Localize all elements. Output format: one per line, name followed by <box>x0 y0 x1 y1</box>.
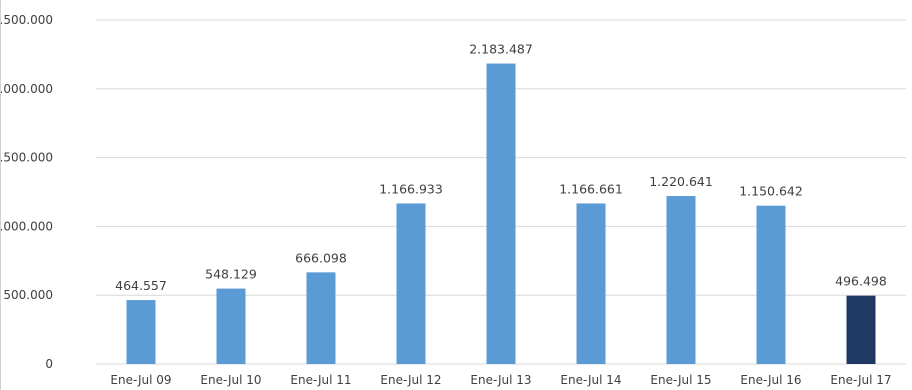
x-tick-label: Ene-Jul 09 <box>110 373 171 387</box>
data-label: 496.498 <box>835 274 887 289</box>
bar <box>306 272 336 364</box>
x-tick-label: Ene-Jul 11 <box>290 373 351 387</box>
x-tick-label: Ene-Jul 17 <box>830 373 891 387</box>
bar <box>396 203 426 364</box>
y-tick-label: 2.500.000 <box>1 13 53 27</box>
data-label: 1.166.661 <box>559 181 623 196</box>
data-label: 548.129 <box>205 267 257 282</box>
data-label: 1.150.642 <box>739 184 803 199</box>
data-labels: 464.557 548.129 666.098 1.166.933 2.183.487 1… <box>115 42 887 294</box>
x-tick-label: Ene-Jul 14 <box>560 373 621 387</box>
y-tick-label: 1.000.000 <box>1 219 53 233</box>
bar <box>486 63 516 365</box>
bar <box>576 203 606 364</box>
bar <box>846 295 876 364</box>
y-axis-ticks: 0 500.000 1.000.000 1.500.000 2.000.000 2.500… <box>0 13 53 371</box>
data-label: 1.220.641 <box>649 174 713 189</box>
data-label: 2.183.487 <box>469 42 533 57</box>
x-tick-label: Ene-Jul 13 <box>470 373 531 387</box>
data-label: 666.098 <box>295 250 347 265</box>
x-axis-ticks: Ene-Jul 09 Ene-Jul 10 Ene-Jul 11 Ene-Jul 12… <box>110 373 891 387</box>
x-tick-label: Ene-Jul 16 <box>740 373 801 387</box>
y-tick-label: 500.000 <box>3 288 53 302</box>
bar <box>666 196 696 364</box>
bars <box>126 63 876 365</box>
bar <box>216 288 246 364</box>
x-tick-label: Ene-Jul 10 <box>200 373 261 387</box>
y-tick-label: 2.000.000 <box>1 82 53 96</box>
y-tick-label: 1.500.000 <box>1 151 53 165</box>
data-label: 464.557 <box>115 278 167 293</box>
x-tick-label: Ene-Jul 12 <box>380 373 441 387</box>
y-tick-label: 0 <box>45 357 53 371</box>
bar <box>126 300 156 364</box>
data-label: 1.166.933 <box>379 181 443 196</box>
x-tick-label: Ene-Jul 15 <box>650 373 711 387</box>
bar <box>756 205 786 364</box>
